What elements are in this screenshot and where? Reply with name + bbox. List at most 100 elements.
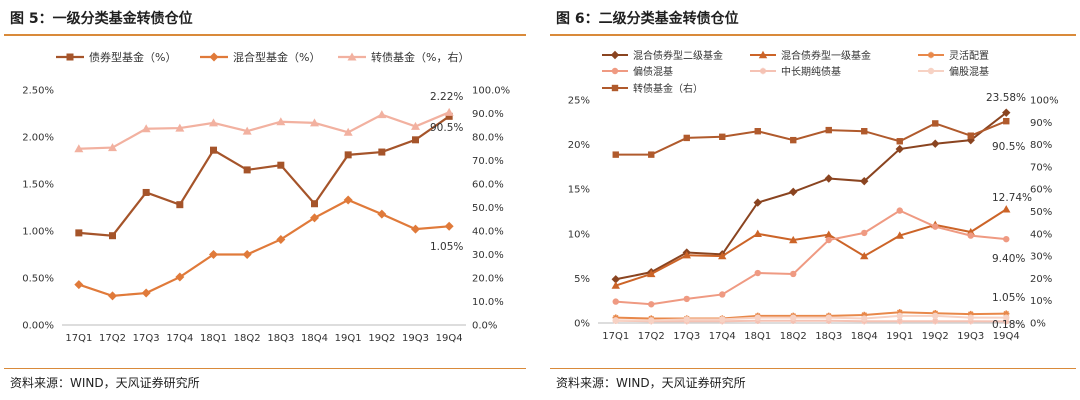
legend-swatch-marker xyxy=(347,52,357,61)
y-right-tick-label: 100% xyxy=(1030,96,1059,107)
series-line xyxy=(78,198,450,297)
x-tick-label: 19Q3 xyxy=(402,333,429,344)
data-point xyxy=(175,123,185,132)
series-line xyxy=(615,111,1007,281)
data-label: 23.58% xyxy=(986,92,1026,104)
data-point xyxy=(647,269,656,278)
data-point xyxy=(141,124,151,133)
legend-label: 中长期纯债基 xyxy=(781,65,841,78)
y-right-tick-label: 60% xyxy=(1030,185,1052,196)
data-point xyxy=(343,195,353,205)
chart-figure-6: 17Q1 17Q2 17Q3 17Q4 18Q1 18Q2 18Q3 18Q4 19Q1 19Q2… xyxy=(568,49,1059,342)
data-point xyxy=(276,234,286,244)
data-point xyxy=(242,250,252,259)
data-point xyxy=(932,120,939,127)
legend-label: 混合债券型二级基金 xyxy=(633,49,723,62)
legend-swatch-marker xyxy=(759,67,767,75)
x-tick-label: 18Q1 xyxy=(200,333,227,344)
data-label: 90.5% xyxy=(430,122,463,134)
bottom-divider xyxy=(550,368,1076,369)
data-point xyxy=(861,229,868,237)
data-point xyxy=(789,235,798,244)
x-tick-label: 18Q2 xyxy=(234,333,261,344)
data-point xyxy=(754,314,761,321)
data-point xyxy=(931,139,940,148)
series-line xyxy=(78,111,450,150)
x-tick-label: 19Q2 xyxy=(368,333,395,344)
x-tick-label: 19Q4 xyxy=(993,331,1020,342)
data-label: 12.74% xyxy=(992,192,1032,204)
data-point xyxy=(896,138,903,145)
y-right-tick-label: 80% xyxy=(1030,140,1052,151)
data-label: 9.40% xyxy=(992,253,1025,265)
figure-title: 图 6：二级分类基金转债仓位 xyxy=(556,11,739,27)
data-point xyxy=(310,213,319,223)
data-point xyxy=(310,118,319,127)
series-line xyxy=(615,314,1007,322)
source-note: 资料来源：WIND，天风证券研究所 xyxy=(10,376,200,390)
y-left-tick-label: 10% xyxy=(568,229,590,240)
series-line xyxy=(78,115,450,237)
y-right-tick-label: 0% xyxy=(1030,319,1046,330)
data-point xyxy=(1002,205,1011,213)
data-point xyxy=(967,132,974,139)
legend-swatch-marker xyxy=(611,84,619,92)
data-point xyxy=(683,134,690,142)
data-point xyxy=(754,269,761,277)
legend-label: 偏债混基 xyxy=(633,65,673,78)
data-point xyxy=(825,126,832,134)
y-left-tick-label: 2.00% xyxy=(22,133,54,144)
y-left-tick-label: 0.50% xyxy=(22,274,54,285)
data-point xyxy=(412,136,419,144)
data-point xyxy=(825,236,832,244)
data-point xyxy=(243,166,251,174)
data-label: 1.05% xyxy=(430,241,463,253)
data-point xyxy=(1003,314,1010,321)
title-divider xyxy=(4,34,526,36)
data-point xyxy=(932,312,939,320)
bottom-divider xyxy=(4,368,526,369)
data-point xyxy=(932,223,939,230)
x-tick-label: 17Q3 xyxy=(673,331,700,342)
legend-swatch-marker xyxy=(610,50,620,60)
y-right-tick-label: 50.0% xyxy=(472,203,504,214)
series-line xyxy=(615,209,1007,306)
data-point xyxy=(311,200,318,208)
x-tick-label: 17Q1 xyxy=(65,333,92,344)
y-right-tick-label: 70.0% xyxy=(472,156,504,167)
data-point xyxy=(824,230,833,238)
y-right-tick-label: 10% xyxy=(1030,296,1052,307)
y-left-tick-label: 0% xyxy=(574,319,590,330)
data-point xyxy=(74,144,84,153)
data-point xyxy=(1003,117,1010,125)
series-line xyxy=(615,319,1007,323)
y-right-tick-label: 90.0% xyxy=(472,109,504,120)
y-left-tick-label: 0.00% xyxy=(22,321,54,332)
x-tick-label: 18Q1 xyxy=(744,331,771,342)
data-point xyxy=(896,207,903,214)
data-point xyxy=(141,288,151,298)
data-point xyxy=(142,188,150,196)
data-label: 90.5% xyxy=(992,141,1025,153)
figure-6-panel: 图 6：二级分类基金转债仓位 17Q1 17Q2 17Q3 17Q4 18Q1 18Q2 1… xyxy=(540,0,1080,400)
data-point xyxy=(754,128,761,135)
x-tick-label: 18Q3 xyxy=(267,333,294,344)
data-point xyxy=(860,176,869,186)
data-point xyxy=(210,146,217,154)
data-point xyxy=(719,291,726,298)
x-tick-label: 17Q2 xyxy=(638,331,665,342)
y-right-tick-label: 80.0% xyxy=(472,133,504,144)
data-point xyxy=(896,312,903,320)
data-point xyxy=(790,270,797,278)
x-tick-label: 19Q2 xyxy=(922,331,949,342)
legend-swatch-marker xyxy=(611,67,619,75)
figure-title: 图 5：一级分类基金转债仓位 xyxy=(10,11,193,27)
y-right-tick-label: 0.0% xyxy=(472,321,497,332)
x-tick-label: 17Q2 xyxy=(99,333,126,344)
legend-swatch-marker xyxy=(927,67,935,75)
y-right-tick-label: 90% xyxy=(1030,118,1052,129)
legend-label: 偏股混基 xyxy=(949,65,989,78)
legend-label: 混合型基金（%） xyxy=(233,50,320,64)
data-label: 0.18% xyxy=(992,319,1025,331)
data-point xyxy=(444,221,454,231)
